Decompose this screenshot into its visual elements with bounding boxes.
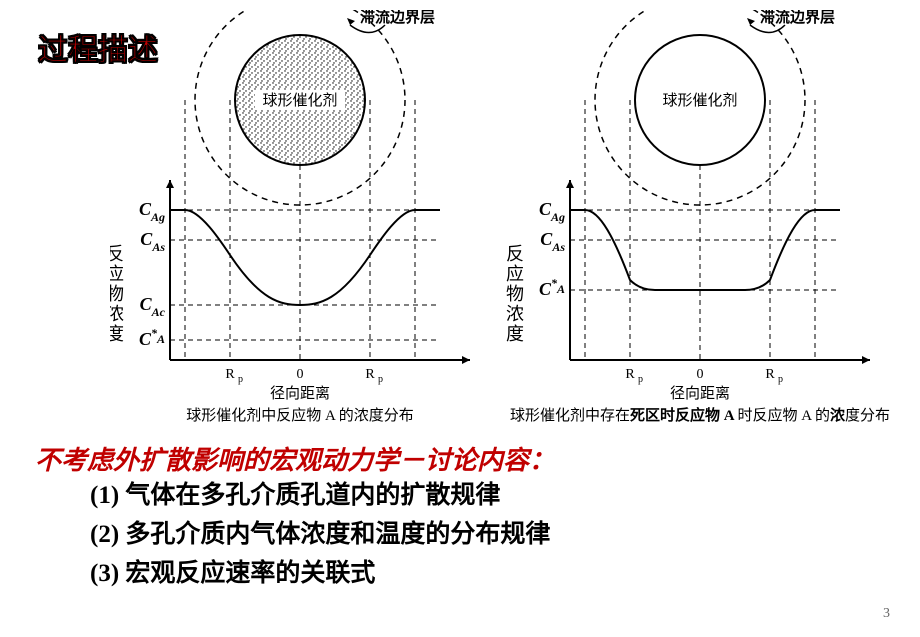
discussion-item-2: (2) 多孔介质内气体浓度和温度的分布规律: [90, 516, 895, 555]
discussion-item-3: (3) 宏观反应速率的关联式: [90, 555, 895, 594]
svg-text:p: p: [638, 374, 643, 385]
page-number: 3: [883, 606, 890, 622]
svg-text:径向距离: 径向距离: [670, 385, 730, 402]
svg-text:R: R: [365, 367, 375, 382]
svg-text:球形催化剂: 球形催化剂: [262, 92, 337, 109]
discussion-item-1: (1) 气体在多孔介质孔道内的扩散规律: [90, 477, 895, 516]
svg-text:滞流边界层: 滞流边界层: [760, 10, 835, 26]
svg-text:CAs: CAs: [140, 229, 165, 254]
svg-text:C*A: C*A: [139, 326, 165, 349]
svg-text:p: p: [778, 374, 783, 385]
diagram-container: 球形催化剂滞流边界层CAgCAsCAcC*ARp0Rp径向距离反应物浓度球形催化…: [110, 10, 910, 430]
svg-text:C*A: C*A: [539, 276, 565, 299]
svg-text:球形催化剂中存在死区时反应物 A 时反应物 A 的浓度分布: 球形催化剂中存在死区时反应物 A 时反应物 A 的浓度分布: [510, 406, 890, 424]
svg-text:0: 0: [297, 367, 304, 382]
svg-text:R: R: [765, 367, 775, 382]
concentration-diagrams: 球形催化剂滞流边界层CAgCAsCAcC*ARp0Rp径向距离反应物浓度球形催化…: [110, 10, 910, 430]
svg-text:滞流边界层: 滞流边界层: [360, 10, 435, 26]
svg-text:反应物浓度: 反应物浓度: [110, 244, 124, 344]
svg-text:径向距离: 径向距离: [270, 385, 330, 402]
svg-text:R: R: [625, 367, 635, 382]
svg-text:p: p: [238, 374, 243, 385]
svg-text:球形催化剂: 球形催化剂: [662, 92, 737, 109]
svg-text:R: R: [225, 367, 235, 382]
discussion-block: 不考虑外扩散影响的宏观动力学－讨论内容： (1) 气体在多孔介质孔道内的扩散规律…: [35, 440, 895, 593]
discussion-heading: 不考虑外扩散影响的宏观动力学－讨论内容：: [35, 440, 895, 477]
svg-text:CAs: CAs: [540, 229, 565, 254]
svg-text:CAc: CAc: [140, 294, 166, 319]
svg-text:球形催化剂中反应物 A 的浓度分布: 球形催化剂中反应物 A 的浓度分布: [186, 406, 414, 424]
svg-text:反应物浓度: 反应物浓度: [506, 244, 524, 344]
svg-text:CAg: CAg: [139, 199, 165, 224]
svg-text:CAg: CAg: [539, 199, 565, 224]
svg-text:0: 0: [697, 367, 704, 382]
svg-text:p: p: [378, 374, 383, 385]
